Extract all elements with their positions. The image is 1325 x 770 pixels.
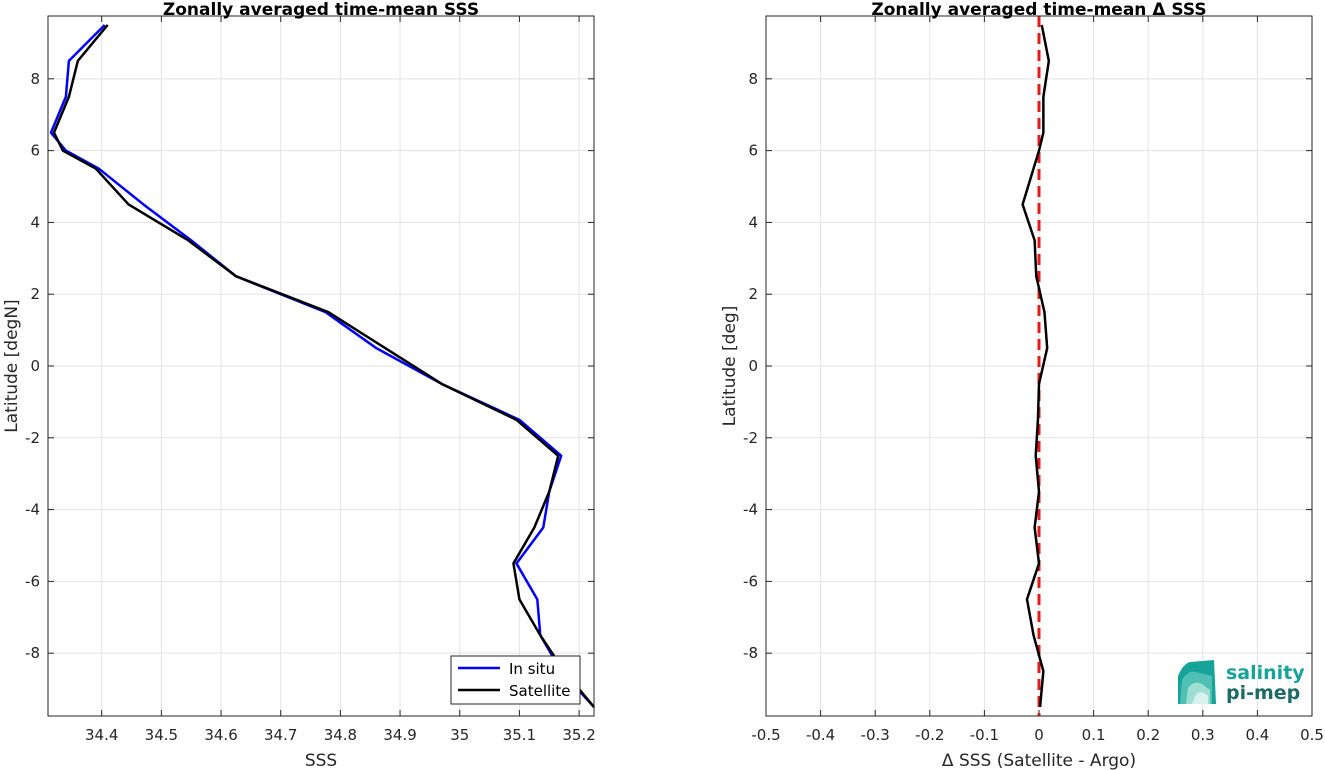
p0-y-axis-label: Latitude [degN] xyxy=(2,299,22,432)
p1-y-tick-label: 2 xyxy=(748,285,758,303)
p0-chart-title: Zonally averaged time-mean SSS xyxy=(163,0,479,20)
logo-text-salinity: salinity xyxy=(1226,662,1305,684)
p0-series-satellite-line xyxy=(52,24,595,708)
p1-y-tick-label: 4 xyxy=(748,213,758,231)
p0-y-tick-label: -4 xyxy=(25,501,40,519)
p1-x-tick-label: 0.3 xyxy=(1191,726,1215,744)
legend-entry-in-situ: In situ xyxy=(509,660,555,678)
sss-panel: 34.4 34.5 34.6 34.7 34.8 34.9 35 35.1 35.2 -8 -6 -4… xyxy=(2,0,596,770)
p1-x-tick-label: 0.1 xyxy=(1082,726,1106,744)
p1-x-tick-label: -0.2 xyxy=(915,726,944,744)
p0-x-tick-label: 34.6 xyxy=(204,726,237,744)
p1-chart-title: Zonally averaged time-mean Δ SSS xyxy=(871,0,1206,20)
p0-x-tick-label: 35 xyxy=(450,726,469,744)
logo-text-pi-mep: pi-mep xyxy=(1226,682,1300,704)
p1-x-tick-label: 0.4 xyxy=(1245,726,1269,744)
p1-x-tick-label: -0.1 xyxy=(970,726,999,744)
p1-y-tick-label: 6 xyxy=(748,142,758,160)
p1-y-axis-label: Latitude [deg] xyxy=(720,306,740,427)
p0-y-tick-label: 8 xyxy=(30,70,40,88)
p0-x-tick-label: 34.4 xyxy=(85,726,118,744)
p0-x-tick-label: 35.1 xyxy=(503,726,536,744)
p1-y-tick-label: -4 xyxy=(743,501,758,519)
salinity-pi-mep-logo: salinity pi-mep xyxy=(1178,660,1305,704)
legend: In situ Satellite xyxy=(450,655,581,705)
legend-entry-satellite: Satellite xyxy=(509,682,570,700)
p1-series-delta-sss-line xyxy=(1021,24,1051,708)
p0-y-tick-label: -2 xyxy=(25,429,40,447)
p0-axes-frame xyxy=(47,15,595,717)
p0-y-tick-label: -6 xyxy=(25,572,40,590)
p0-y-tick-label: -8 xyxy=(25,644,40,662)
legend-box xyxy=(450,655,581,705)
delta-sss-panel: -0.5 -0.4 -0.3 -0.2 -0.1 0 0.1 0.2 0.3 0.4 0.5 -8 -6… xyxy=(720,0,1324,770)
p0-x-tick-label: 34.5 xyxy=(145,726,178,744)
p0-x-tick-label: 34.9 xyxy=(383,726,416,744)
p1-x-tick-label: -0.4 xyxy=(806,726,835,744)
p0-y-tick-label: 0 xyxy=(30,357,40,375)
p0-y-tick-label: 4 xyxy=(30,213,40,231)
p1-axes-frame xyxy=(765,15,1313,717)
p1-y-tick-label: -8 xyxy=(743,644,758,662)
p1-y-tick-label: -2 xyxy=(743,429,758,447)
p0-y-tick-label: 6 xyxy=(30,142,40,160)
p1-y-tick-label: 0 xyxy=(748,357,758,375)
p0-x-tick-label: 35.2 xyxy=(562,726,595,744)
p0-x-tick-label: 34.7 xyxy=(264,726,297,744)
p1-x-tick-label: 0.2 xyxy=(1136,726,1160,744)
p1-y-tick-label: 8 xyxy=(748,70,758,88)
p1-y-tick-label: -6 xyxy=(743,572,758,590)
p1-x-axis-label: Δ SSS (Satellite - Argo) xyxy=(942,751,1136,770)
p0-x-axis-label: SSS xyxy=(305,751,337,770)
p1-x-tick-label: 0 xyxy=(1034,726,1044,744)
p0-y-tick-label: 2 xyxy=(30,285,40,303)
p0-x-tick-label: 34.8 xyxy=(324,726,357,744)
logo-wave-mark xyxy=(1178,660,1216,704)
p1-x-tick-label: -0.3 xyxy=(861,726,890,744)
p1-x-tick-label: 0.5 xyxy=(1300,726,1324,744)
p1-x-tick-label: -0.5 xyxy=(751,726,780,744)
